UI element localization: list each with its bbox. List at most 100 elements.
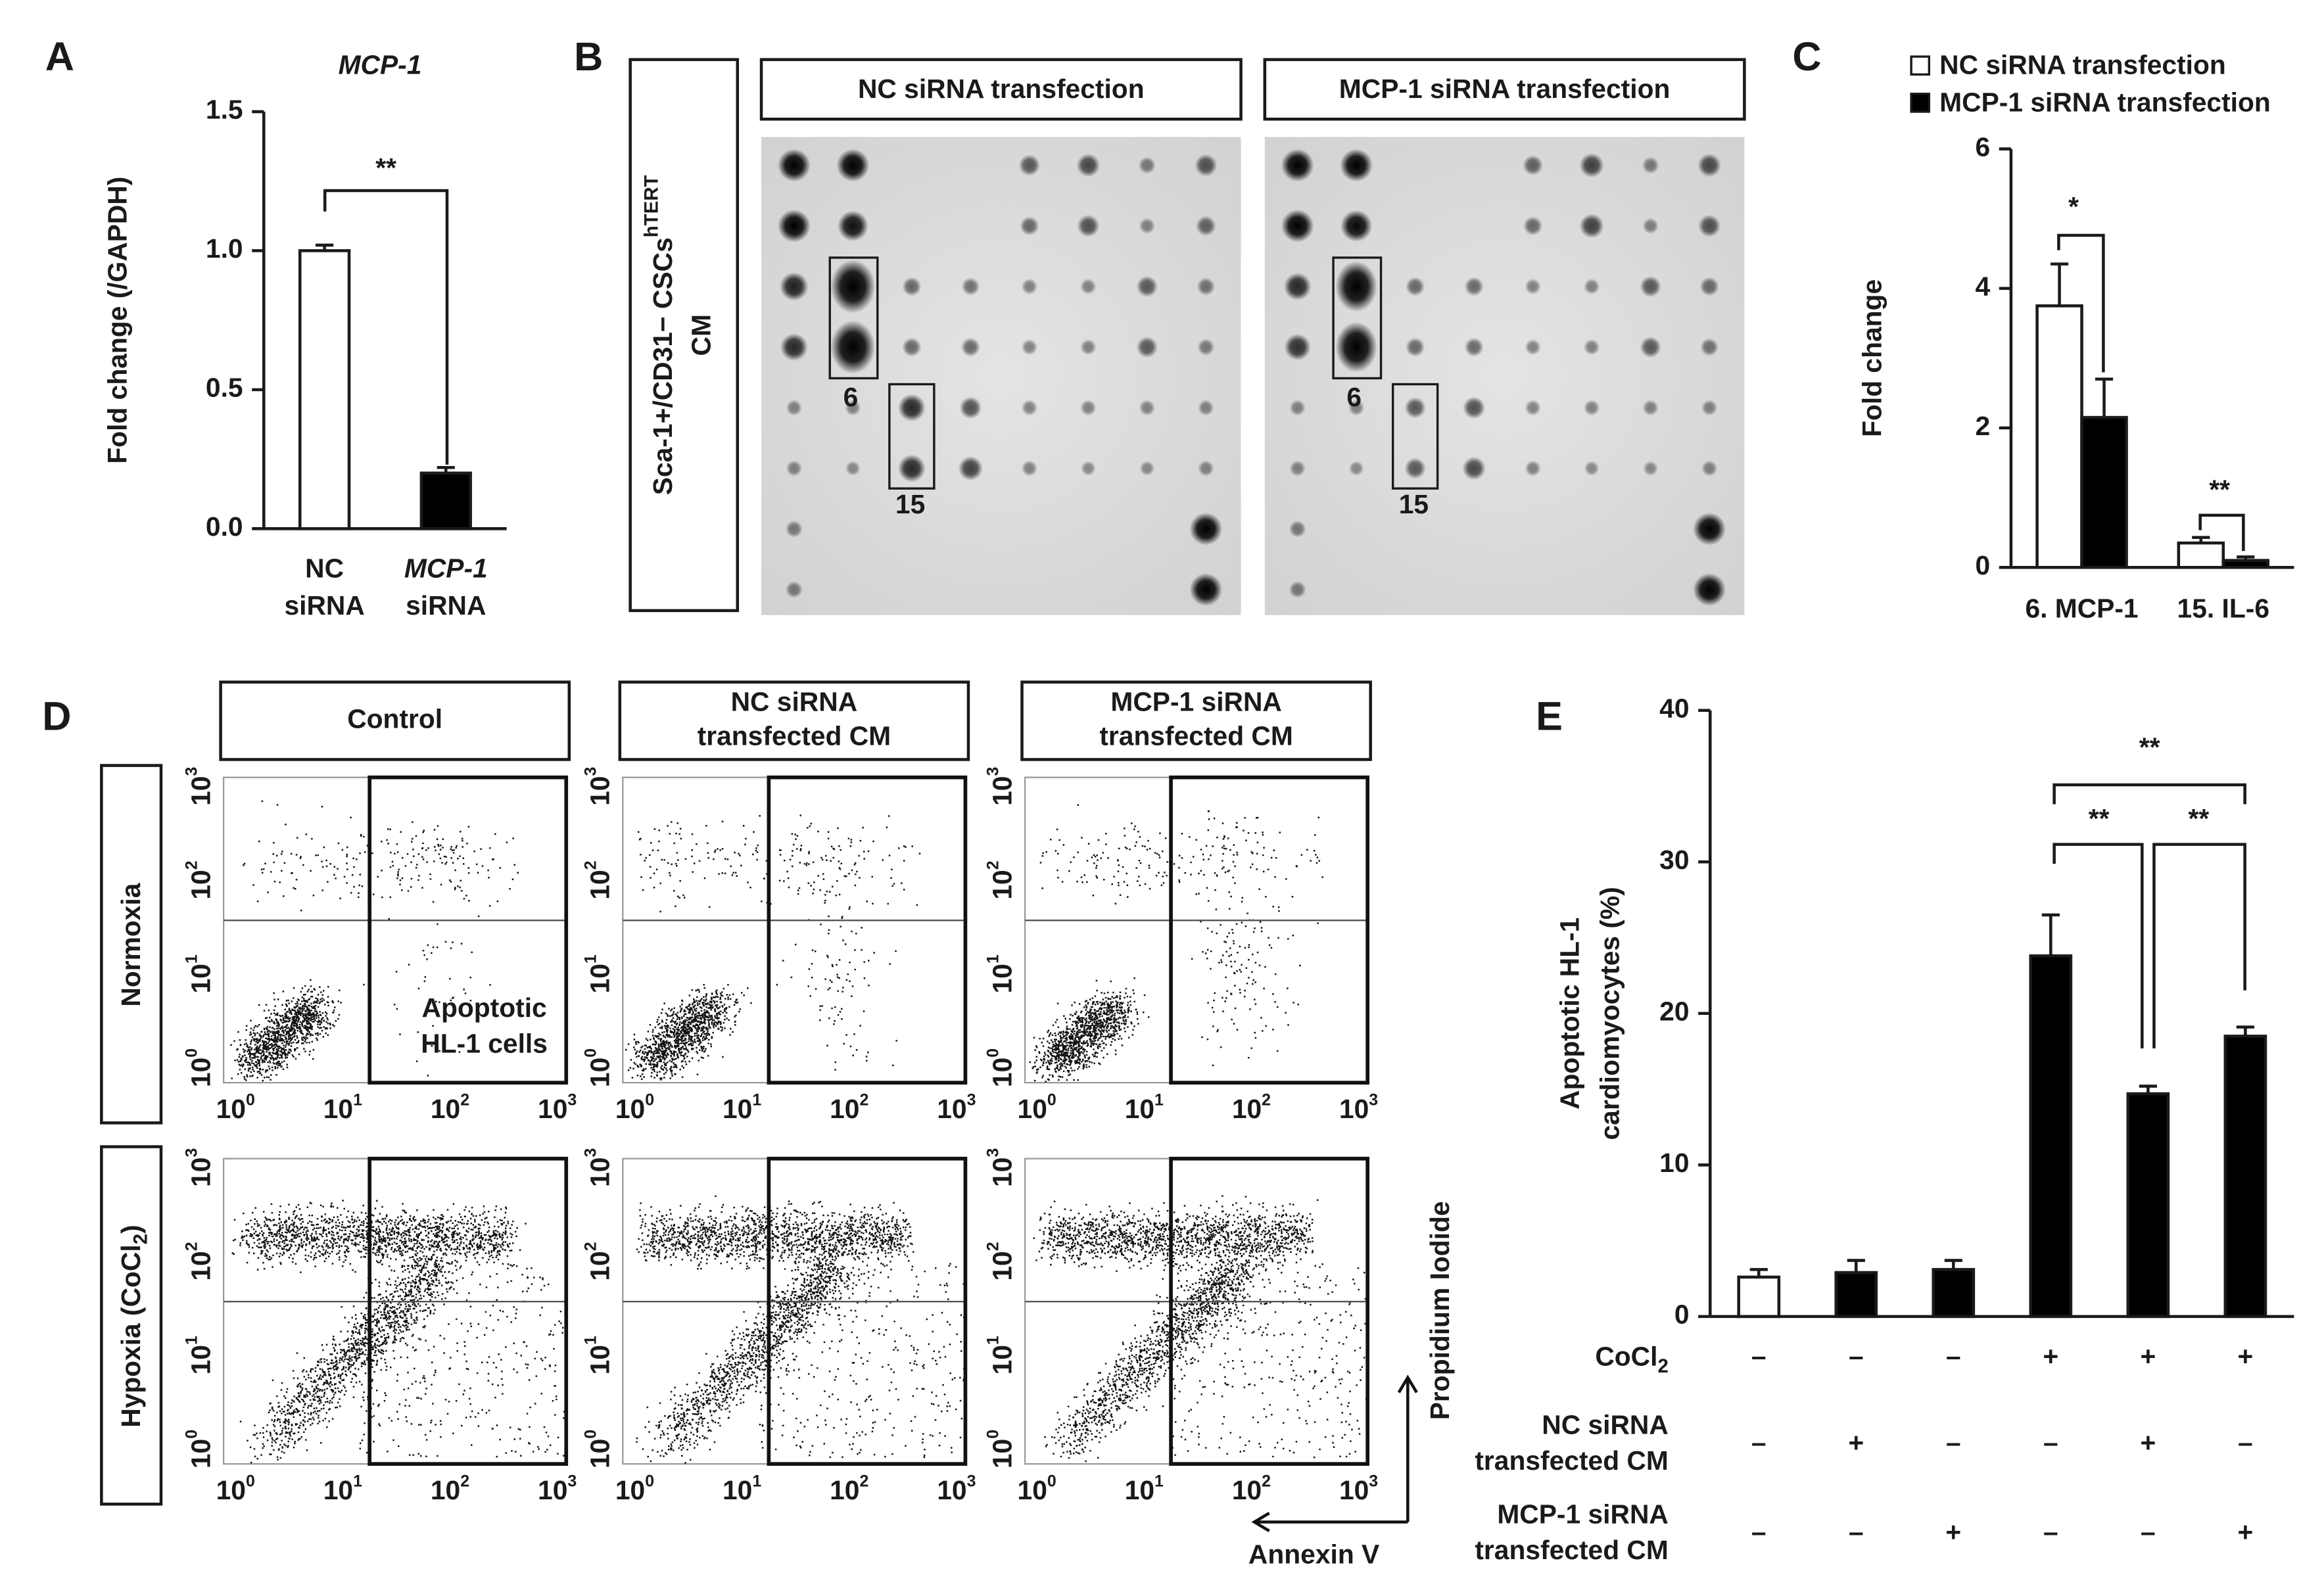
x-tick-label: 103 <box>538 1090 577 1124</box>
blot-spot <box>780 333 808 362</box>
tick-base: 10 <box>584 776 615 806</box>
tick-exponent: 0 <box>645 1090 654 1109</box>
y-tick-label: 101 <box>182 954 216 993</box>
spot-label: 6 <box>843 382 859 412</box>
tick-base: 10 <box>584 964 615 993</box>
x-tick-label: 15. IL-6 <box>2177 594 2269 624</box>
blot-title-box <box>1263 58 1746 121</box>
y-tick-label: 102 <box>984 860 1017 899</box>
y-axis-title: Propidium Iodide <box>1425 1201 1455 1420</box>
x-arrow <box>1251 1511 1408 1533</box>
y-tick-label: 6 <box>1976 131 1991 162</box>
blot-spot <box>1077 214 1100 237</box>
tick-exponent: 0 <box>984 1048 1002 1058</box>
significance-label: ** <box>375 152 396 183</box>
blot-spot <box>1404 457 1426 479</box>
tick-exponent: 3 <box>984 1148 1002 1158</box>
tick-base: 10 <box>723 1475 752 1505</box>
column-header: transfected CM <box>1099 720 1292 751</box>
tick-base: 10 <box>1232 1094 1262 1124</box>
blot-spot <box>958 456 983 481</box>
blot-spot <box>1289 400 1306 416</box>
tick-base: 10 <box>987 1345 1017 1374</box>
text-part: CM <box>686 314 716 356</box>
spot-box <box>1332 256 1383 380</box>
condition-sign: – <box>2043 1427 2058 1457</box>
blot-spot <box>1080 461 1096 476</box>
tick-exponent: 2 <box>460 1090 469 1109</box>
tick-base: 10 <box>987 1251 1017 1280</box>
error-bar <box>2237 555 2255 561</box>
blot-spot <box>1021 278 1038 295</box>
y-tick-label: 102 <box>182 860 216 899</box>
panel-label: D <box>42 693 71 738</box>
y-tick-label: 1.0 <box>206 233 243 264</box>
column-header: Control <box>347 703 442 734</box>
blot-spot <box>1584 461 1600 476</box>
significance-bracket <box>2052 783 2246 805</box>
event-dots <box>625 814 921 1081</box>
superscript: hTERT <box>640 175 662 237</box>
x-tick-label: 103 <box>937 1472 976 1505</box>
tick-exponent: 1 <box>353 1090 362 1109</box>
x-tick-label: 100 <box>1018 1090 1056 1124</box>
tick-exponent: 1 <box>752 1472 761 1490</box>
tick-base: 10 <box>830 1094 859 1124</box>
blot-spot <box>1080 339 1097 356</box>
spot-label: 15 <box>1399 489 1429 519</box>
y-tick-label: 103 <box>581 767 615 806</box>
blot-spot <box>830 320 876 374</box>
tick-exponent: 0 <box>182 1048 201 1058</box>
y-tick-label: 0 <box>1976 550 1991 580</box>
condition-sign: + <box>2140 1427 2156 1457</box>
gate-label: Apoptotic <box>422 993 547 1023</box>
significance-bracket <box>2057 233 2105 373</box>
y-tick-label: 103 <box>984 1148 1017 1187</box>
tick-base: 10 <box>937 1475 966 1505</box>
y-tick-label: 100 <box>182 1048 216 1087</box>
blot-spot <box>1198 400 1214 416</box>
blot-spot <box>780 272 809 301</box>
blot-spot <box>830 260 876 314</box>
condition-sign: + <box>2237 1516 2253 1547</box>
blot-spot <box>1136 275 1158 298</box>
tick-exponent: 2 <box>182 1242 201 1251</box>
blot-spot <box>1189 512 1223 546</box>
side-label: Sca-1+/CD31− CSCshTERT <box>640 175 677 495</box>
blot-spot <box>1406 337 1425 357</box>
tick-base: 10 <box>723 1094 752 1124</box>
tick-exponent: 3 <box>984 767 1002 776</box>
error-bar <box>2095 377 2114 418</box>
x-tick-label: 102 <box>1232 1090 1271 1124</box>
text-part: Normoxia <box>116 883 146 1006</box>
blot-spot <box>1579 152 1604 178</box>
tick-exponent: 2 <box>859 1090 868 1109</box>
event-dots <box>1033 1195 1367 1463</box>
blot-spot <box>1464 337 1484 357</box>
tick-exponent: 1 <box>1154 1090 1164 1109</box>
tick-exponent: 3 <box>581 767 600 776</box>
tick-exponent: 0 <box>984 1430 1002 1439</box>
tick-exponent: 3 <box>967 1090 976 1109</box>
x-tick-label: 100 <box>615 1090 654 1124</box>
tick-base: 10 <box>216 1094 246 1124</box>
tick-base: 10 <box>830 1475 859 1505</box>
blot-spot <box>1642 218 1659 234</box>
blot-spot <box>1021 460 1038 477</box>
blot-spot <box>1640 336 1661 358</box>
condition-sign: – <box>1751 1516 1767 1547</box>
tick-base: 10 <box>1018 1094 1047 1124</box>
y-tick-label: 1.5 <box>206 95 243 125</box>
tick-base: 10 <box>584 1058 615 1087</box>
condition-sign: – <box>1751 1427 1767 1457</box>
y-axis-title: Fold change (/GAPDH) <box>102 177 132 464</box>
x-tick-label: 102 <box>830 1090 868 1124</box>
blot-spot <box>1640 275 1661 298</box>
text-part: transfected CM <box>1475 1535 1668 1565</box>
tick-base: 10 <box>216 1475 246 1505</box>
tick-exponent: 2 <box>984 1242 1002 1251</box>
blot-spot <box>777 209 811 243</box>
blot-spot <box>1642 400 1659 416</box>
tick-base: 10 <box>987 964 1017 993</box>
y-tick-label: 100 <box>182 1430 216 1468</box>
